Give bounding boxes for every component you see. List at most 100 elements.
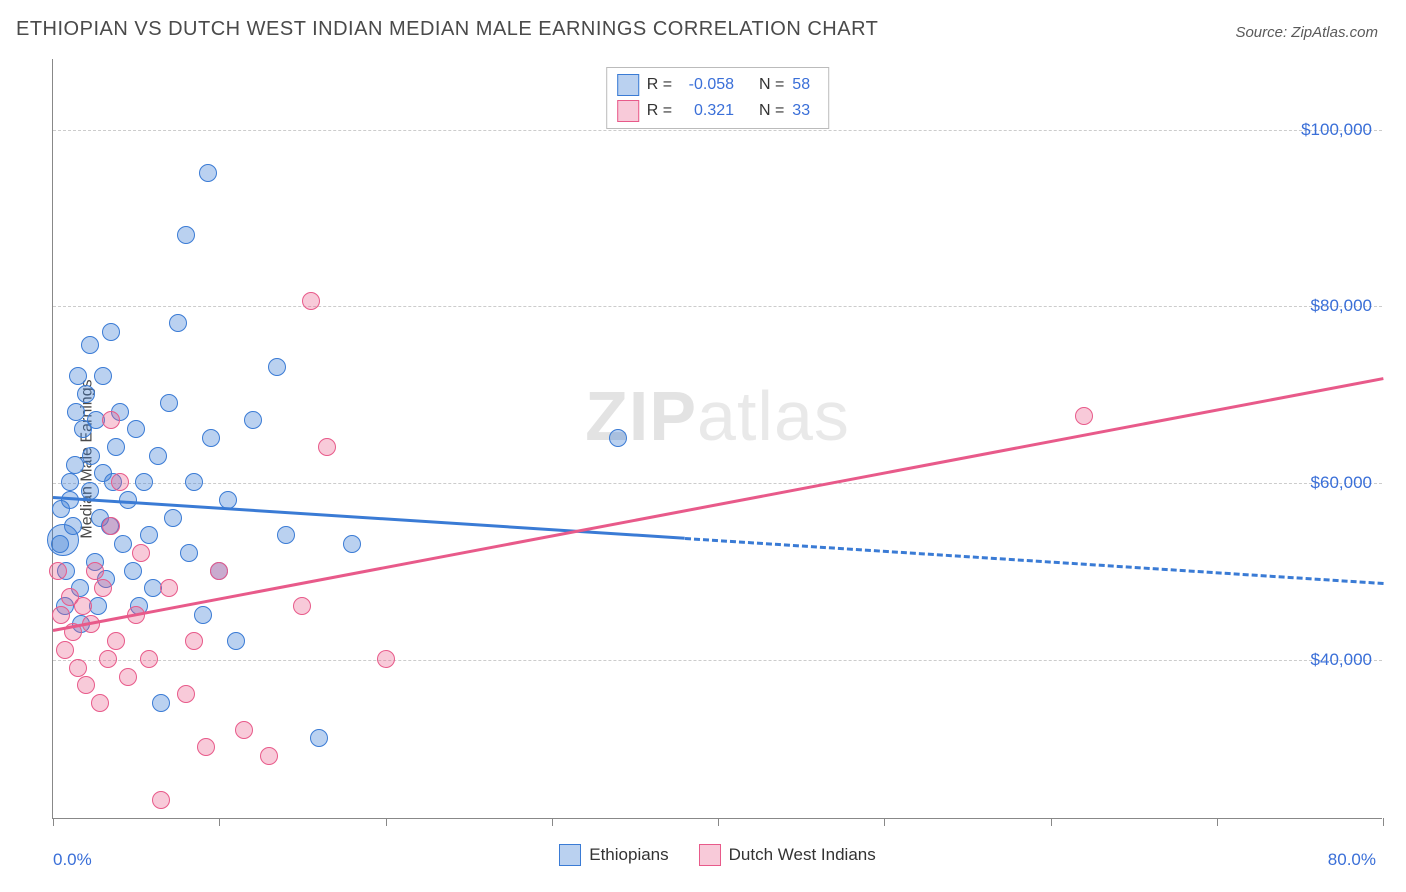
gridline — [53, 483, 1382, 484]
data-point — [127, 420, 145, 438]
data-point — [177, 685, 195, 703]
series-legend: Ethiopians Dutch West Indians — [53, 844, 1382, 866]
data-point — [180, 544, 198, 562]
stat-r-value: -0.058 — [680, 76, 734, 94]
data-point — [149, 447, 167, 465]
watermark-suffix: atlas — [697, 377, 850, 455]
x-tick — [884, 818, 885, 826]
data-point — [199, 164, 217, 182]
gridline — [53, 306, 1382, 307]
data-point — [102, 411, 120, 429]
data-point — [343, 535, 361, 553]
y-tick-label: $60,000 — [1311, 473, 1372, 493]
chart-area: Median Male Earnings ZIPatlas R =-0.058 … — [14, 49, 1394, 869]
x-tick — [1217, 818, 1218, 826]
data-point — [49, 562, 67, 580]
data-point — [61, 473, 79, 491]
data-point — [377, 650, 395, 668]
data-point — [119, 668, 137, 686]
data-point — [56, 641, 74, 659]
data-point — [66, 456, 84, 474]
data-point — [227, 632, 245, 650]
x-tick — [219, 818, 220, 826]
stats-row: R =0.321 N = 33 — [617, 98, 819, 124]
y-tick-label: $100,000 — [1301, 120, 1372, 140]
chart-header: ETHIOPIAN VS DUTCH WEST INDIAN MEDIAN MA… — [0, 0, 1406, 49]
x-tick-label: 0.0% — [53, 850, 92, 870]
stat-n-value: 58 — [792, 76, 818, 94]
data-point — [177, 226, 195, 244]
legend-swatch — [617, 100, 639, 122]
watermark-prefix: ZIP — [585, 377, 697, 455]
data-point — [67, 403, 85, 421]
data-point — [114, 535, 132, 553]
legend-item: Dutch West Indians — [699, 844, 876, 866]
data-point — [64, 517, 82, 535]
x-tick — [1383, 818, 1384, 826]
chart-source: Source: ZipAtlas.com — [1235, 24, 1378, 41]
y-tick-label: $80,000 — [1311, 296, 1372, 316]
data-point — [102, 323, 120, 341]
data-point — [277, 526, 295, 544]
data-point — [140, 526, 158, 544]
data-point — [132, 544, 150, 562]
data-point — [318, 438, 336, 456]
data-point — [107, 632, 125, 650]
data-point — [160, 394, 178, 412]
data-point — [609, 429, 627, 447]
x-tick — [386, 818, 387, 826]
chart-title: ETHIOPIAN VS DUTCH WEST INDIAN MEDIAN MA… — [16, 18, 878, 41]
data-point — [293, 597, 311, 615]
legend-label: Ethiopians — [589, 845, 668, 865]
gridline — [53, 130, 1382, 131]
x-tick-label: 80.0% — [1328, 850, 1376, 870]
data-point — [185, 473, 203, 491]
data-point — [99, 650, 117, 668]
legend-item: Ethiopians — [559, 844, 668, 866]
data-point — [102, 517, 120, 535]
stat-r-value: 0.321 — [680, 102, 734, 120]
data-point — [160, 579, 178, 597]
gridline — [53, 660, 1382, 661]
x-tick — [53, 818, 54, 826]
data-point — [77, 676, 95, 694]
data-point — [235, 721, 253, 739]
data-point — [185, 632, 203, 650]
data-point — [77, 385, 95, 403]
legend-swatch — [699, 844, 721, 866]
data-point — [94, 579, 112, 597]
data-point — [244, 411, 262, 429]
stat-label: N = — [759, 76, 784, 94]
legend-swatch — [559, 844, 581, 866]
data-point — [74, 597, 92, 615]
data-point — [86, 562, 104, 580]
data-point — [94, 367, 112, 385]
data-point — [164, 509, 182, 527]
data-point — [124, 562, 142, 580]
data-point — [135, 473, 153, 491]
stats-row: R =-0.058 N = 58 — [617, 72, 819, 98]
data-point — [152, 791, 170, 809]
x-tick — [718, 818, 719, 826]
stat-label: N = — [759, 102, 784, 120]
data-point — [202, 429, 220, 447]
data-point — [152, 694, 170, 712]
stats-legend-box: R =-0.058 N = 58R =0.321 N = 33 — [606, 67, 830, 129]
x-tick — [1051, 818, 1052, 826]
data-point — [210, 562, 228, 580]
data-point — [197, 738, 215, 756]
data-point — [144, 579, 162, 597]
data-point — [268, 358, 286, 376]
data-point — [140, 650, 158, 668]
x-tick — [552, 818, 553, 826]
data-point — [81, 336, 99, 354]
data-point — [310, 729, 328, 747]
data-point — [302, 292, 320, 310]
data-point — [91, 694, 109, 712]
data-point — [52, 606, 70, 624]
data-point — [194, 606, 212, 624]
data-point — [111, 473, 129, 491]
data-point — [69, 367, 87, 385]
plot-region: ZIPatlas R =-0.058 N = 58R =0.321 N = 33… — [52, 59, 1382, 819]
data-point — [1075, 407, 1093, 425]
